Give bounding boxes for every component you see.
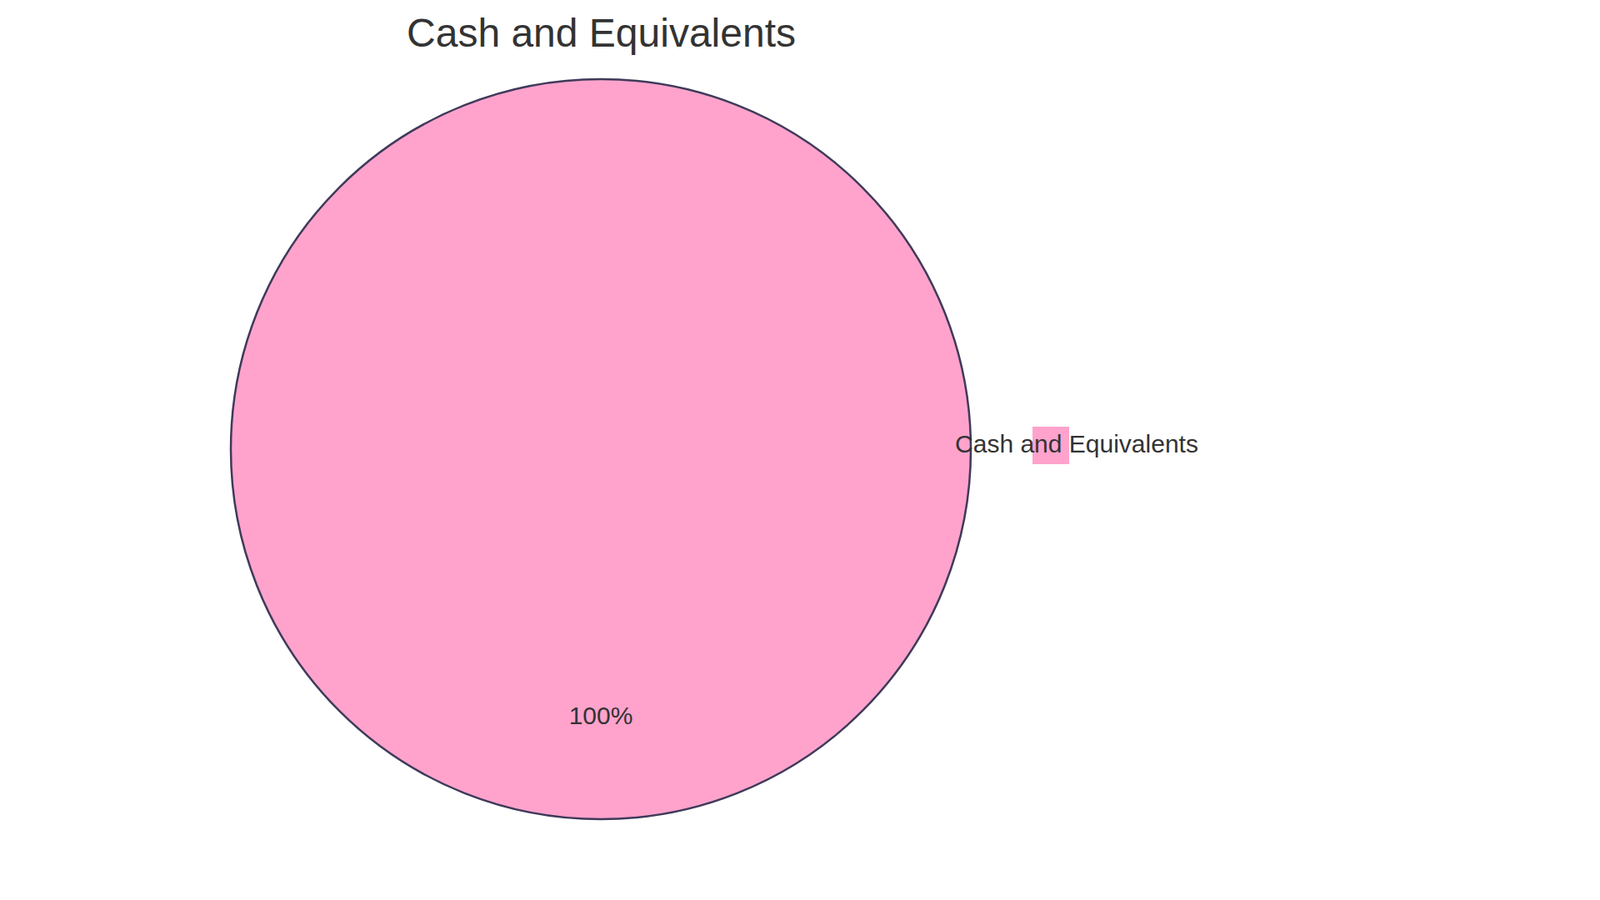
svg-text:Cash and Equivalents: Cash and Equivalents bbox=[406, 10, 796, 55]
svg-text:Cash and Equivalents: Cash and Equivalents bbox=[955, 430, 1199, 458]
svg-text:100%: 100% bbox=[569, 701, 634, 730]
